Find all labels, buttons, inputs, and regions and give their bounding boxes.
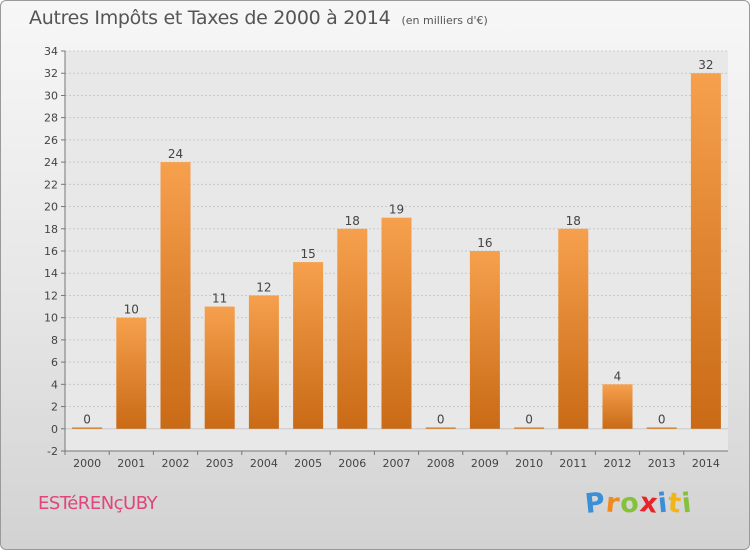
- y-tick-label: 28: [44, 112, 58, 125]
- y-tick-label: 8: [51, 334, 58, 347]
- gridlines: [65, 50, 728, 452]
- bar-2001: [116, 317, 147, 429]
- bar-2005: [293, 262, 324, 429]
- chart-title-block: Autres Impôts et Taxes de 2000 à 2014 (e…: [29, 7, 488, 29]
- chart-subtitle: (en milliers d'€): [401, 14, 488, 27]
- brand-letter: i: [680, 487, 695, 520]
- data-label: 0: [525, 412, 533, 426]
- y-tick-label: 12: [44, 289, 58, 302]
- y-tick-label: 34: [44, 45, 58, 58]
- chart-title: Autres Impôts et Taxes de 2000 à 2014: [29, 7, 391, 29]
- bar-2009: [469, 251, 500, 429]
- data-label: 32: [698, 58, 713, 72]
- bar-2013: [646, 427, 677, 429]
- bar-2010: [514, 427, 545, 429]
- y-tick-label: 6: [51, 356, 58, 369]
- data-label: 12: [256, 280, 271, 294]
- y-tick-label: 2: [51, 401, 58, 414]
- y-tick-label: -2: [47, 445, 58, 458]
- y-tick-label: 24: [44, 156, 58, 169]
- x-tick-label: 2009: [471, 457, 499, 470]
- y-tick-label: 10: [44, 312, 58, 325]
- y-tick-label: 30: [44, 89, 58, 102]
- x-tick-label: 2013: [648, 457, 676, 470]
- x-tick-label: 2006: [338, 457, 366, 470]
- bar-2014: [690, 73, 721, 429]
- data-label: 0: [658, 412, 666, 426]
- x-tick-label: 2007: [383, 457, 411, 470]
- y-tick-label: 4: [51, 378, 58, 391]
- data-label: 0: [83, 412, 91, 426]
- y-tick-label: 32: [44, 67, 58, 80]
- bar-2012: [602, 384, 633, 429]
- x-tick-label: 2005: [294, 457, 322, 470]
- data-label: 18: [345, 214, 360, 228]
- bar-2002: [160, 162, 191, 429]
- x-tick-label: 2000: [73, 457, 101, 470]
- x-tick-label: 2011: [559, 457, 587, 470]
- x-tick-label: 2010: [515, 457, 543, 470]
- bar-2011: [558, 228, 589, 429]
- x-tick-label: 2002: [162, 457, 190, 470]
- y-tick-label: 0: [51, 423, 58, 436]
- commune-name: ESTéRENçUBY: [38, 493, 158, 514]
- y-tick-label: 26: [44, 134, 58, 147]
- data-label: 10: [124, 303, 139, 317]
- bar-2004: [248, 295, 279, 429]
- x-tick-label: 2004: [250, 457, 278, 470]
- bar-2000: [72, 427, 103, 429]
- data-label: 24: [168, 147, 183, 161]
- data-label: 16: [477, 236, 492, 250]
- data-label: 11: [212, 292, 227, 306]
- data-label: 0: [437, 412, 445, 426]
- y-tick-label: 20: [44, 201, 58, 214]
- data-label: 19: [389, 203, 404, 217]
- y-tick-label: 14: [44, 267, 58, 280]
- x-tick-label: 2012: [604, 457, 632, 470]
- x-tick-label: 2014: [692, 457, 720, 470]
- data-label: 15: [300, 247, 315, 261]
- data-label: 18: [566, 214, 581, 228]
- bar-2008: [425, 427, 456, 429]
- bars: 0 10 24 11 12 15 18 19 0 16 0 18 4 0 32: [72, 58, 721, 429]
- y-tick-label: 22: [44, 178, 58, 191]
- bar-2007: [381, 217, 412, 429]
- data-label: 4: [614, 369, 622, 383]
- y-tick-label: 16: [44, 245, 58, 258]
- y-tick-label: 18: [44, 223, 58, 236]
- brand-logo: Proxiti: [583, 487, 695, 520]
- x-tick-label: 2001: [117, 457, 145, 470]
- bar-2006: [337, 228, 368, 429]
- x-axis-ticks: 2000 2001 2002 2003 2004 2005 2006 2007 2008 2009…: [64, 451, 720, 470]
- x-tick-label: 2008: [427, 457, 455, 470]
- x-tick-label: 2003: [206, 457, 234, 470]
- bar-2003: [204, 306, 235, 429]
